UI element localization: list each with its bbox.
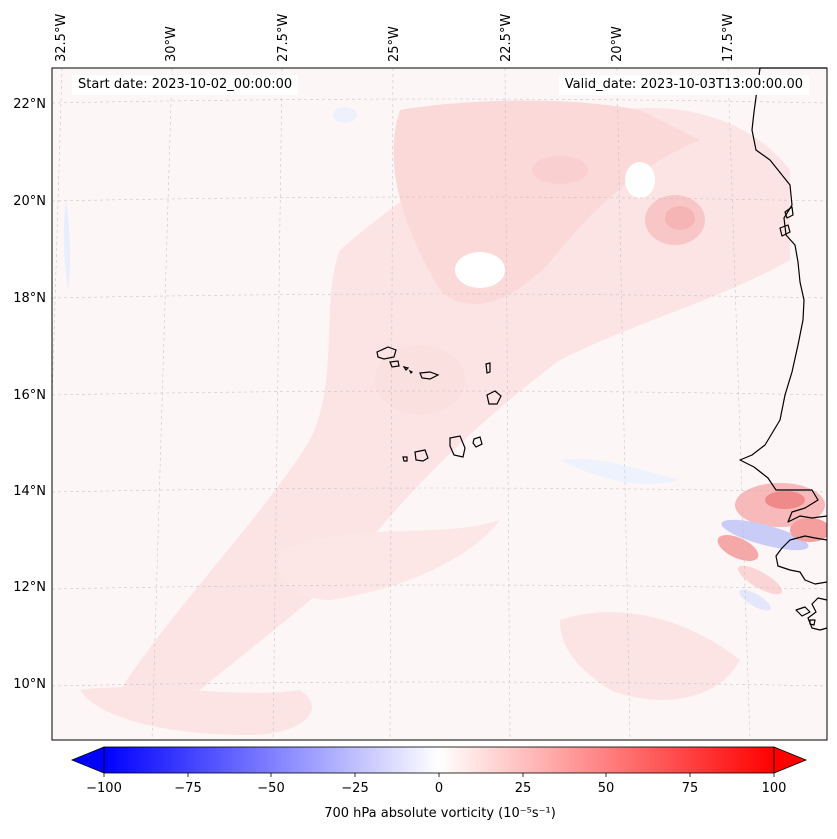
- lon-label: 27.5°W: [276, 13, 291, 62]
- lat-label: 10°N: [13, 677, 46, 692]
- colorbar-tick: −75: [174, 781, 202, 796]
- lon-label: 25°W: [387, 26, 402, 62]
- vorticity-field: [63, 100, 827, 735]
- valid-date-label: Valid_date: 2023-10-03T13:00:00.00: [558, 75, 809, 95]
- cape-verde-islands: [376, 346, 502, 462]
- map-frame: [51, 67, 828, 741]
- lat-label: 22°N: [13, 97, 46, 112]
- colorbar-label: 700 hPa absolute vorticity (10⁻⁵s⁻¹): [324, 806, 556, 821]
- lon-label: 30°W: [164, 26, 179, 62]
- lat-label: 20°N: [13, 194, 46, 209]
- lat-label: 18°N: [13, 291, 46, 306]
- graticule: [52, 68, 827, 740]
- lon-label: 17.5°W: [721, 13, 736, 62]
- colorbar-tick: −50: [257, 781, 285, 796]
- african-coastline: [739, 67, 828, 631]
- lat-label: 16°N: [13, 388, 46, 403]
- colorbar-tick: 100: [761, 781, 787, 796]
- lat-label: 14°N: [13, 484, 46, 499]
- colorbar-tick: 25: [514, 781, 532, 796]
- lon-label: 22.5°W: [499, 13, 514, 62]
- colorbar-tick: 75: [681, 781, 699, 796]
- lon-label: 20°W: [610, 26, 625, 62]
- start-date-label: Start date: 2023-10-02_00:00:00: [72, 75, 299, 95]
- colorbar-tick: 50: [597, 781, 615, 796]
- lat-label: 12°N: [13, 580, 46, 595]
- colorbar-tick: 0: [434, 781, 444, 796]
- colorbar-tick: −25: [341, 781, 369, 796]
- colorbar: [70, 746, 808, 777]
- colorbar-tick: −100: [86, 781, 122, 796]
- lon-label: 32.5°W: [54, 13, 69, 62]
